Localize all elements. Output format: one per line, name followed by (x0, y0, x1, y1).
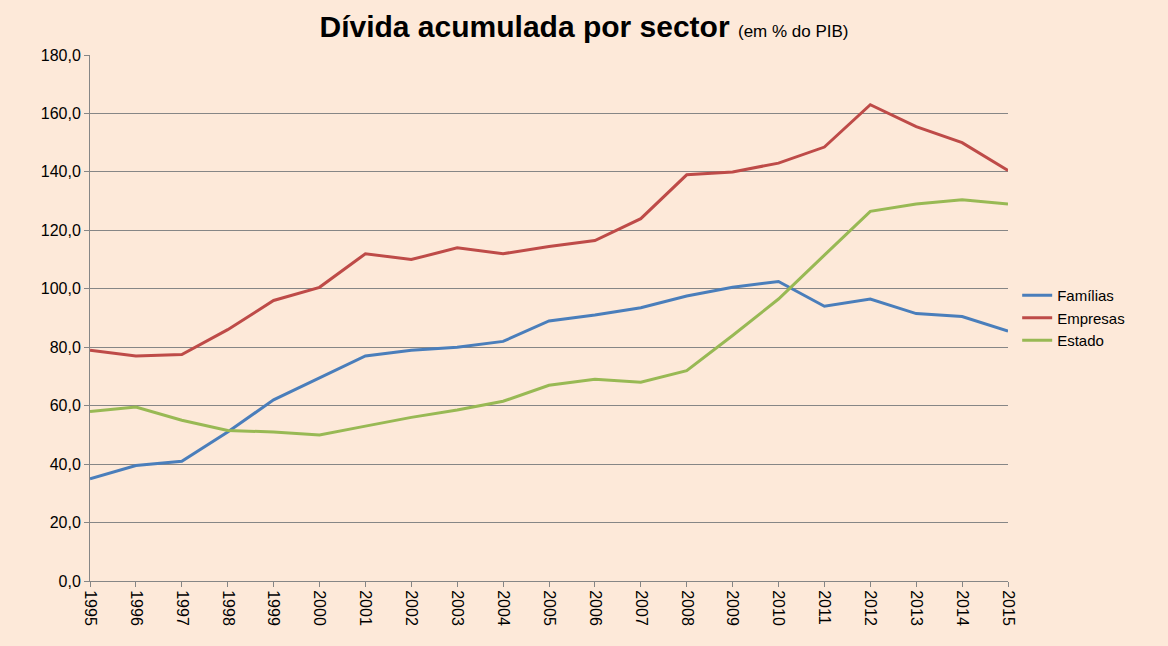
svg-text:2014: 2014 (954, 590, 971, 626)
svg-text:1999: 1999 (265, 590, 282, 626)
svg-text:2012: 2012 (862, 590, 879, 626)
svg-text:120,0: 120,0 (41, 222, 81, 239)
svg-text:80,0: 80,0 (50, 339, 81, 356)
svg-text:2007: 2007 (633, 590, 650, 626)
svg-text:1996: 1996 (128, 590, 145, 626)
svg-text:0,0: 0,0 (59, 573, 81, 590)
svg-text:180,0: 180,0 (41, 47, 81, 64)
svg-text:2000: 2000 (311, 590, 328, 626)
svg-text:1995: 1995 (82, 590, 99, 626)
svg-text:Estado: Estado (1057, 332, 1104, 349)
svg-text:2008: 2008 (679, 590, 696, 626)
svg-text:2013: 2013 (908, 590, 925, 626)
svg-text:40,0: 40,0 (50, 456, 81, 473)
svg-text:1997: 1997 (174, 590, 191, 626)
svg-text:2015: 2015 (1000, 590, 1017, 626)
svg-text:160,0: 160,0 (41, 105, 81, 122)
svg-text:60,0: 60,0 (50, 397, 81, 414)
svg-text:2002: 2002 (403, 590, 420, 626)
svg-text:2009: 2009 (724, 590, 741, 626)
svg-text:2003: 2003 (449, 590, 466, 626)
svg-text:140,0: 140,0 (41, 163, 81, 180)
svg-text:20,0: 20,0 (50, 514, 81, 531)
svg-text:2010: 2010 (770, 590, 787, 626)
svg-text:100,0: 100,0 (41, 280, 81, 297)
svg-text:2005: 2005 (541, 590, 558, 626)
svg-text:Empresas: Empresas (1057, 310, 1125, 327)
svg-text:2011: 2011 (816, 590, 833, 625)
svg-text:1998: 1998 (220, 590, 237, 626)
svg-text:Famílias: Famílias (1057, 287, 1114, 304)
svg-text:2006: 2006 (587, 590, 604, 626)
svg-text:2001: 2001 (357, 590, 374, 626)
svg-text:Dívida acumulada por sector (e: Dívida acumulada por sector (em % do PIB… (319, 10, 848, 43)
svg-text:2004: 2004 (495, 590, 512, 626)
